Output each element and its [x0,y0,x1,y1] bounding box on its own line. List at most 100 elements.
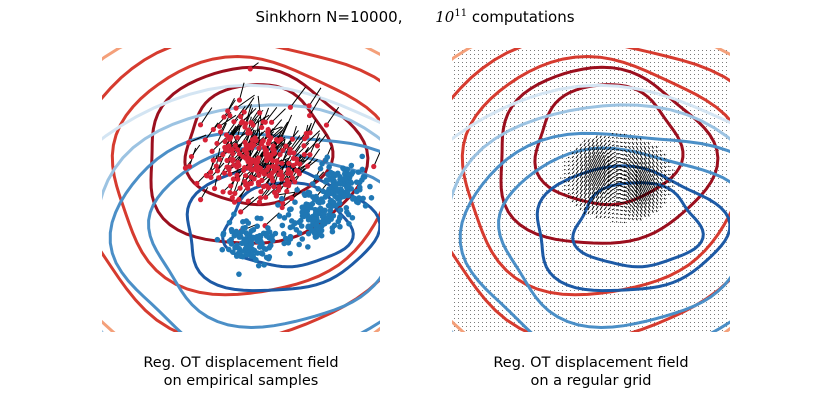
grid-dot [574,262,575,263]
displacement-arrow [245,103,252,124]
grid-dot [458,270,459,271]
grid-dot [558,190,559,191]
grid-dot [586,278,587,279]
grid-dot [642,58,643,59]
grid-dot [718,142,719,143]
grid-dot [662,66,663,67]
grid-dot [570,94,571,95]
grid-dot [486,138,487,139]
grid-dot [474,150,475,151]
grid-dot [566,262,567,263]
grid-dot [598,62,599,63]
grid-dot [722,70,723,71]
grid-dot [586,130,587,131]
grid-dot [462,54,463,55]
grid-dot [690,246,691,247]
grid-dot [682,166,683,167]
grid-dot [618,230,619,231]
grid-dot [458,150,459,151]
grid-dot [662,218,663,219]
grid-dot [626,50,627,51]
grid-dot [494,118,495,119]
source-sample-point [232,142,238,149]
grid-dot [718,226,719,227]
grid-dot [526,78,527,79]
grid-dot [542,186,543,187]
grid-dot [610,142,611,143]
grid-dot [486,254,487,255]
grid-dot [702,114,703,115]
grid-dot [670,130,671,131]
grid-dot [694,254,695,255]
grid-dot [686,234,687,235]
grid-dot [454,242,455,243]
grid-dot [510,190,511,191]
grid-dot [458,114,459,115]
grid-dot [558,166,559,167]
grid-dot [618,198,619,199]
grid-dot [626,206,627,207]
grid-dot [666,86,667,87]
grid-dot [570,166,571,167]
grid-dot [674,126,675,127]
grid-dot [562,90,563,91]
grid-dot [494,226,495,227]
grid-dot [478,178,479,179]
grid-dot [638,102,639,103]
grid-dot [630,94,631,95]
target-sample-point [267,242,274,249]
grid-dot [518,214,519,215]
grid-dot [642,134,643,135]
grid-dot [674,234,675,235]
grid-dot [710,98,711,99]
grid-dot [486,282,487,283]
grid-dot [530,186,531,187]
grid-dot [626,90,627,91]
grid-dot [482,178,483,179]
grid-dot [470,178,471,179]
grid-dot [558,250,559,251]
grid-dot [518,158,519,159]
grid-dot [650,278,651,279]
source-sample-point [268,135,274,141]
grid-dot [478,198,479,199]
grid-dot [490,274,491,275]
grid-dot [454,166,455,167]
grid-dot [714,262,715,263]
grid-dot [546,86,547,87]
grid-dot [582,146,583,147]
grid-dot [702,162,703,163]
grid-dot [546,278,547,279]
target-sample-point [335,218,342,225]
grid-dot [542,206,543,207]
grid-dot [582,82,583,83]
grid-dot [610,174,611,175]
grid-dot [602,50,603,51]
grid-dot [578,206,579,207]
grid-dot [694,222,695,223]
grid-dot [706,274,707,275]
source-sample-point [260,119,266,125]
grid-dot [506,278,507,279]
grid-dot [682,250,683,251]
grid-dot [474,238,475,239]
grid-dot [502,98,503,99]
grid-dot [618,66,619,67]
grid-dot [662,62,663,63]
grid-dot [598,122,599,123]
grid-dot [506,226,507,227]
grid-dot [702,130,703,131]
grid-dot [602,214,603,215]
grid-dot [710,50,711,51]
grid-dot [498,122,499,123]
grid-dot [646,262,647,263]
source-sample-point [225,108,231,114]
grid-dot [498,118,499,119]
grid-dot [534,194,535,195]
source-density-contour [149,65,370,245]
grid-dot [670,250,671,251]
grid-dot [566,158,567,159]
grid-dot [638,246,639,247]
grid-dot [686,222,687,223]
grid-dot [534,146,535,147]
